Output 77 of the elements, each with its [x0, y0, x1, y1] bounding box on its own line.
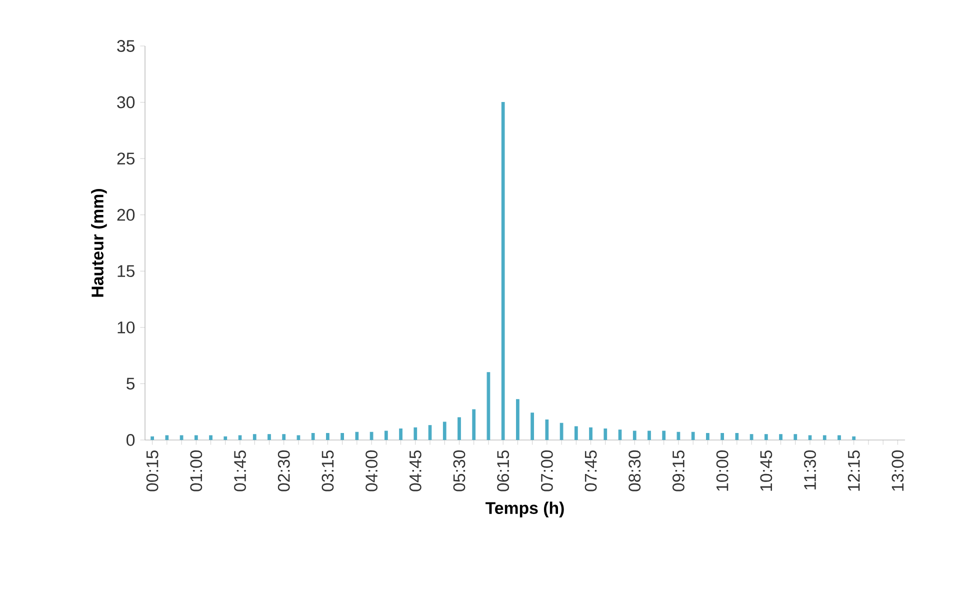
x-tick-label: 10:45 — [760, 450, 772, 491]
x-tick-label: 12:15 — [848, 450, 860, 491]
x-tick-label: 06:15 — [497, 450, 510, 492]
bar — [794, 434, 798, 440]
y-tick-label: 10 — [118, 321, 135, 334]
bar — [852, 436, 856, 440]
bar — [838, 435, 841, 440]
bar — [545, 419, 549, 440]
bar — [442, 422, 446, 440]
x-tick-label: 02:30 — [278, 450, 290, 492]
bar — [384, 430, 388, 440]
bar — [589, 427, 592, 440]
bar — [311, 432, 315, 440]
bar — [574, 426, 578, 440]
bar — [340, 432, 344, 440]
x-tick-label: 05:30 — [453, 450, 466, 492]
bar — [632, 430, 636, 440]
bar — [516, 399, 520, 440]
y-tick-label: 30 — [117, 96, 135, 108]
bar — [720, 432, 724, 440]
y-tick-label: 35 — [117, 40, 135, 52]
y-tick-label: 20 — [117, 208, 135, 221]
x-tick-label: 01:45 — [234, 450, 246, 492]
bar — [414, 427, 418, 440]
bar — [458, 417, 461, 440]
x-tick-label: 13:00 — [892, 450, 904, 491]
bar — [224, 436, 228, 440]
bar — [180, 435, 184, 440]
bar — [691, 432, 695, 440]
bar — [399, 428, 402, 440]
bar — [252, 434, 256, 440]
bar — [209, 435, 212, 440]
x-tick-label: 10:00 — [716, 450, 728, 491]
x-tick-label: 08:30 — [628, 450, 641, 492]
bar — [676, 432, 680, 440]
bar — [296, 435, 300, 440]
bar — [194, 435, 198, 440]
x-tick-label: 03:15 — [322, 450, 334, 492]
bar — [268, 434, 271, 440]
y-axis-title: Hauteur (mm) — [91, 189, 107, 297]
y-tick-label: 25 — [117, 152, 135, 165]
bar — [779, 434, 782, 440]
x-tick-label: 01:00 — [190, 450, 202, 492]
bar — [238, 435, 242, 440]
x-tick-label: 04:00 — [366, 450, 378, 492]
bar — [735, 432, 739, 440]
bar — [501, 102, 505, 440]
bar — [750, 434, 754, 440]
bar — [662, 430, 666, 440]
y-tick-label: 0 — [126, 434, 135, 446]
x-tick-label: 11:30 — [804, 450, 816, 490]
bar — [560, 422, 564, 440]
x-axis-title: Temps (h) — [486, 502, 564, 518]
bar — [472, 409, 476, 440]
x-tick-label: 07:00 — [540, 450, 553, 492]
x-tick-label: 07:45 — [584, 450, 597, 492]
bar — [764, 434, 768, 440]
x-tick-label: 00:15 — [146, 450, 158, 492]
bar — [808, 435, 812, 440]
bar — [370, 432, 374, 440]
x-tick-label: 09:15 — [672, 450, 684, 492]
bar — [822, 435, 826, 440]
bar — [355, 432, 359, 440]
y-tick-label: 15 — [118, 265, 135, 278]
bar — [486, 372, 490, 440]
bar — [618, 430, 622, 440]
bar — [150, 436, 154, 440]
bar — [530, 412, 534, 440]
bar — [706, 432, 710, 440]
y-tick-label: 5 — [126, 378, 135, 390]
bar — [604, 428, 608, 440]
x-tick-label: 04:45 — [409, 450, 422, 492]
bar — [428, 425, 432, 440]
bar — [326, 432, 330, 440]
bar — [282, 434, 286, 440]
bar — [648, 430, 651, 440]
bar — [165, 435, 169, 440]
